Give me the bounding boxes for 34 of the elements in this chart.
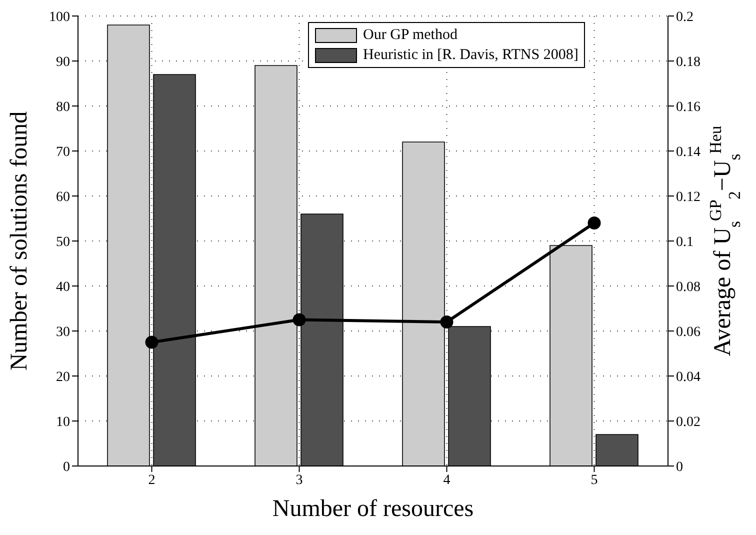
y2-tick-label: 0.14 <box>676 144 700 160</box>
y2-tick-label: 0.12 <box>676 190 700 205</box>
y2-tick-label: 0.04 <box>676 370 700 385</box>
y-tick-label: 70 <box>56 144 70 160</box>
x-tick-label: 2 <box>148 472 156 488</box>
point <box>292 313 306 326</box>
point <box>145 336 158 349</box>
y2-tick-label: 0.02 <box>676 414 700 430</box>
y-tick-label: 80 <box>56 100 70 115</box>
y2-tick-label: 0.08 <box>676 280 700 295</box>
x-axis-title: Number of resources <box>272 496 474 522</box>
y-tick-label: 20 <box>56 370 70 385</box>
y-tick-label: 0 <box>63 460 70 475</box>
legend-label: Heuristic in [R. Davis, RTNS 2008] <box>363 46 578 65</box>
y-tick-label: 90 <box>56 54 70 70</box>
y-tick-label: 40 <box>56 280 70 295</box>
point <box>440 316 454 328</box>
point <box>588 216 601 230</box>
y-axis-title: Number of solutions found <box>6 111 33 371</box>
x-tick-label: 5 <box>590 472 598 488</box>
y-tick-label: 50 <box>56 234 70 250</box>
y-tick-label: 10 <box>56 414 70 430</box>
y2-tick-label: 0.18 <box>676 54 700 70</box>
y2-tick-label: 0.16 <box>676 100 700 115</box>
y-tick-label: 30 <box>56 324 70 340</box>
y2-tick-label: 0.1 <box>676 234 694 250</box>
y-tick-label: 60 <box>56 190 70 205</box>
x-tick-label: 4 <box>443 472 450 488</box>
y2-tick-label: 0.2 <box>676 10 694 25</box>
legend-label: Our GP method <box>363 26 458 45</box>
y2-tick-label: 0.06 <box>676 324 700 340</box>
x-tick-label: 3 <box>296 472 303 488</box>
y2-tick-label: 0 <box>676 460 683 475</box>
y-tick-label: 100 <box>49 10 70 25</box>
